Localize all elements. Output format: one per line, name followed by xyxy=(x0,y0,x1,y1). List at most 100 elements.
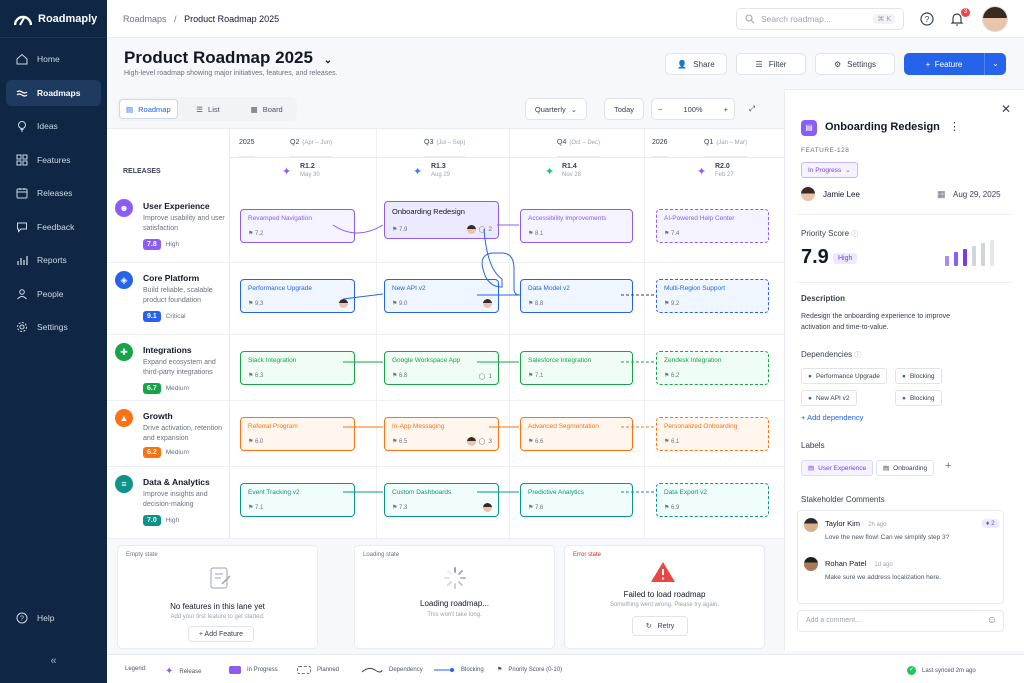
status-value: In Progress xyxy=(808,166,842,174)
feature-card[interactable]: Accessibility Improvements 8.1 xyxy=(520,209,633,243)
feature-id: FEATURE-128 xyxy=(801,147,850,154)
emoji-icon[interactable]: ☺ xyxy=(986,615,997,626)
nav-item-features[interactable]: Features xyxy=(6,147,101,173)
comment-input[interactable]: Add a comment... ☺ xyxy=(797,610,1004,632)
release-marker-icon[interactable]: ✦ xyxy=(413,166,423,178)
blocking-chip[interactable]: ● Blocking xyxy=(895,390,942,406)
feature-card[interactable]: Performance Upgrade 9.3 xyxy=(240,279,355,313)
add-feature-button[interactable]: + Add Feature xyxy=(188,626,254,642)
nav-item-home[interactable]: Home xyxy=(6,46,101,72)
release-marker-icon[interactable]: ✦ xyxy=(282,166,292,178)
reaction-badge[interactable]: ♦ 2 xyxy=(982,519,999,528)
bell-icon[interactable] xyxy=(949,11,965,27)
chevron-down-icon[interactable]: ⌄ xyxy=(984,53,1006,75)
state-label: Empty state xyxy=(126,552,158,558)
feature-card[interactable]: Referral Program 6.0 xyxy=(240,417,355,451)
nav-item-roadmaps[interactable]: Roadmaps xyxy=(6,79,101,106)
expand-icon[interactable]: ⤢ xyxy=(749,104,755,113)
breadcrumb-root[interactable]: Roadmaps xyxy=(123,13,167,24)
nav-item-ideas[interactable]: Ideas xyxy=(6,113,101,139)
page-subtitle: High-level roadmap showing major initiat… xyxy=(124,70,338,77)
nav-item-feedback[interactable]: Feedback xyxy=(6,214,101,240)
today-button[interactable]: Today xyxy=(604,98,644,120)
nav-item-help[interactable]: ? Help xyxy=(6,605,101,631)
feature-card[interactable]: New API v2 9.0 xyxy=(384,279,499,313)
feature-card[interactable]: Revamped Navigation 7.2 xyxy=(240,209,355,243)
tab-roadmap[interactable]: ▤ Roadmap xyxy=(119,99,178,119)
feature-card[interactable]: Onboarding Redesign 7.9 ◯2 xyxy=(384,201,499,239)
status-select[interactable]: In Progress ⌄ xyxy=(801,162,858,178)
sidebar: Roadmaply Home Roadmaps Ideas Features R… xyxy=(0,0,107,683)
close-icon[interactable]: ✕ xyxy=(1001,102,1012,116)
release-r1-2[interactable]: R1.2 May 30 xyxy=(300,163,320,178)
dependency-chip[interactable]: ● New API v2 xyxy=(801,390,857,406)
zoom-out-icon[interactable]: − xyxy=(658,104,663,114)
feature-card[interactable]: Data Model v2 8.8 xyxy=(520,279,633,313)
filter-button[interactable]: ☰ Filter xyxy=(736,53,806,75)
feature-card[interactable]: Slack Integration 6.3 xyxy=(240,351,355,385)
feature-card[interactable]: AI-Powered Help Center 7.4 xyxy=(656,209,769,243)
tab-list[interactable]: ☰ List xyxy=(180,99,237,119)
add-dependency-link[interactable]: + Add dependency xyxy=(801,413,863,422)
search-input[interactable]: Search roadmap... ⌘ K xyxy=(736,8,904,30)
release-r1-4[interactable]: R1.4 Nov 28 xyxy=(562,163,581,178)
card-priority-score: 7.9 xyxy=(392,226,407,233)
feature-card[interactable]: Custom Dashboards 7.3 xyxy=(384,483,499,517)
help-icon[interactable]: ? xyxy=(919,11,935,27)
feature-card[interactable]: In-App Messaging 6.5 ◯3 xyxy=(384,417,499,451)
title-chevron-down-icon[interactable]: ⌄ xyxy=(323,55,333,66)
nav-item-settings[interactable]: Settings xyxy=(6,314,101,340)
collapse-sidebar-button[interactable]: « xyxy=(50,655,57,667)
feature-card[interactable]: Data Export v2 6.9 xyxy=(656,483,769,517)
nav-item-releases[interactable]: Releases xyxy=(6,180,101,206)
card-priority-score: 6.8 xyxy=(392,372,407,379)
blocking-chip[interactable]: ● Blocking xyxy=(895,368,942,384)
flag-icon: ⚑ xyxy=(497,667,503,673)
add-label-icon[interactable]: + xyxy=(945,460,952,472)
nav-item-reports[interactable]: Reports xyxy=(6,247,101,273)
release-marker-icon[interactable]: ✦ xyxy=(545,166,555,178)
feature-card[interactable]: Zendesk Integration 6.2 xyxy=(656,351,769,385)
feature-card[interactable]: Predictive Analytics 7.6 xyxy=(520,483,633,517)
settings-button[interactable]: ⚙ Settings xyxy=(815,53,895,75)
dependency-chip[interactable]: ● Performance Upgrade xyxy=(801,368,887,384)
release-r1-3[interactable]: R1.3 Aug 29 xyxy=(431,163,450,178)
nav-item-people[interactable]: People xyxy=(6,281,101,307)
release-marker-icon[interactable]: ✦ xyxy=(697,166,707,178)
feature-card[interactable]: Google Workspace App 6.8 ◯1 xyxy=(384,351,499,385)
check-circle-icon: ✓ xyxy=(907,666,916,675)
user-avatar[interactable] xyxy=(982,6,1008,32)
more-options-icon[interactable]: ⋮ xyxy=(949,121,960,133)
card-title: Slack Integration xyxy=(248,357,297,364)
share-button[interactable]: 👤 Share xyxy=(665,53,727,75)
plus-icon: + xyxy=(801,413,808,422)
author-name: Taylor Kim xyxy=(825,519,861,528)
chat-icon xyxy=(17,222,27,233)
feature-card[interactable]: Personalized Onboarding 6.1 xyxy=(656,417,769,451)
comments-container: Taylor Kim 2h ago Love the new flow! Can… xyxy=(797,510,1004,604)
zoom-in-icon[interactable]: + xyxy=(723,104,728,114)
app-logo[interactable]: Roadmaply xyxy=(0,0,107,38)
main-nav: Home Roadmaps Ideas Features Releases Fe… xyxy=(0,38,107,356)
quarter-q3: Q3 (Jul – Sep) xyxy=(424,129,466,157)
feature-card[interactable]: Salesforce Integration 7.1 xyxy=(520,351,633,385)
label-chip[interactable]: ▤ Onboarding xyxy=(876,460,935,476)
feature-card[interactable]: Multi-Region Support 9.2 xyxy=(656,279,769,313)
quarter-range: (Jan – Mar) xyxy=(716,139,748,146)
release-date: Feb 27 xyxy=(715,172,734,178)
page-title-text: Product Roadmap 2025 xyxy=(124,48,313,67)
release-r2-0[interactable]: R2.0 Feb 27 xyxy=(715,163,734,178)
due-date[interactable]: Aug 29, 2025 xyxy=(953,190,1001,199)
feature-card[interactable]: Event Tracking v2 7.1 xyxy=(240,483,355,517)
person-icon xyxy=(17,288,27,299)
add-feature-button[interactable]: + Feature ⌄ xyxy=(904,53,1006,75)
period-select[interactable]: Quarterly ⌄ xyxy=(525,98,587,120)
error-state-card: Error state Failed to load roadmap Somet… xyxy=(564,545,765,649)
tab-board[interactable]: ▦ Board xyxy=(238,99,295,119)
add-feature-main[interactable]: + Feature xyxy=(904,60,984,69)
card-priority-score: 6.5 xyxy=(392,438,407,445)
feature-card[interactable]: Advanced Segmentation 6.6 xyxy=(520,417,633,451)
retry-button[interactable]: ↻ Retry xyxy=(632,616,688,636)
label-chip[interactable]: ▤ User Experience xyxy=(801,460,874,476)
owner-name[interactable]: Jamie Lee xyxy=(823,190,860,199)
